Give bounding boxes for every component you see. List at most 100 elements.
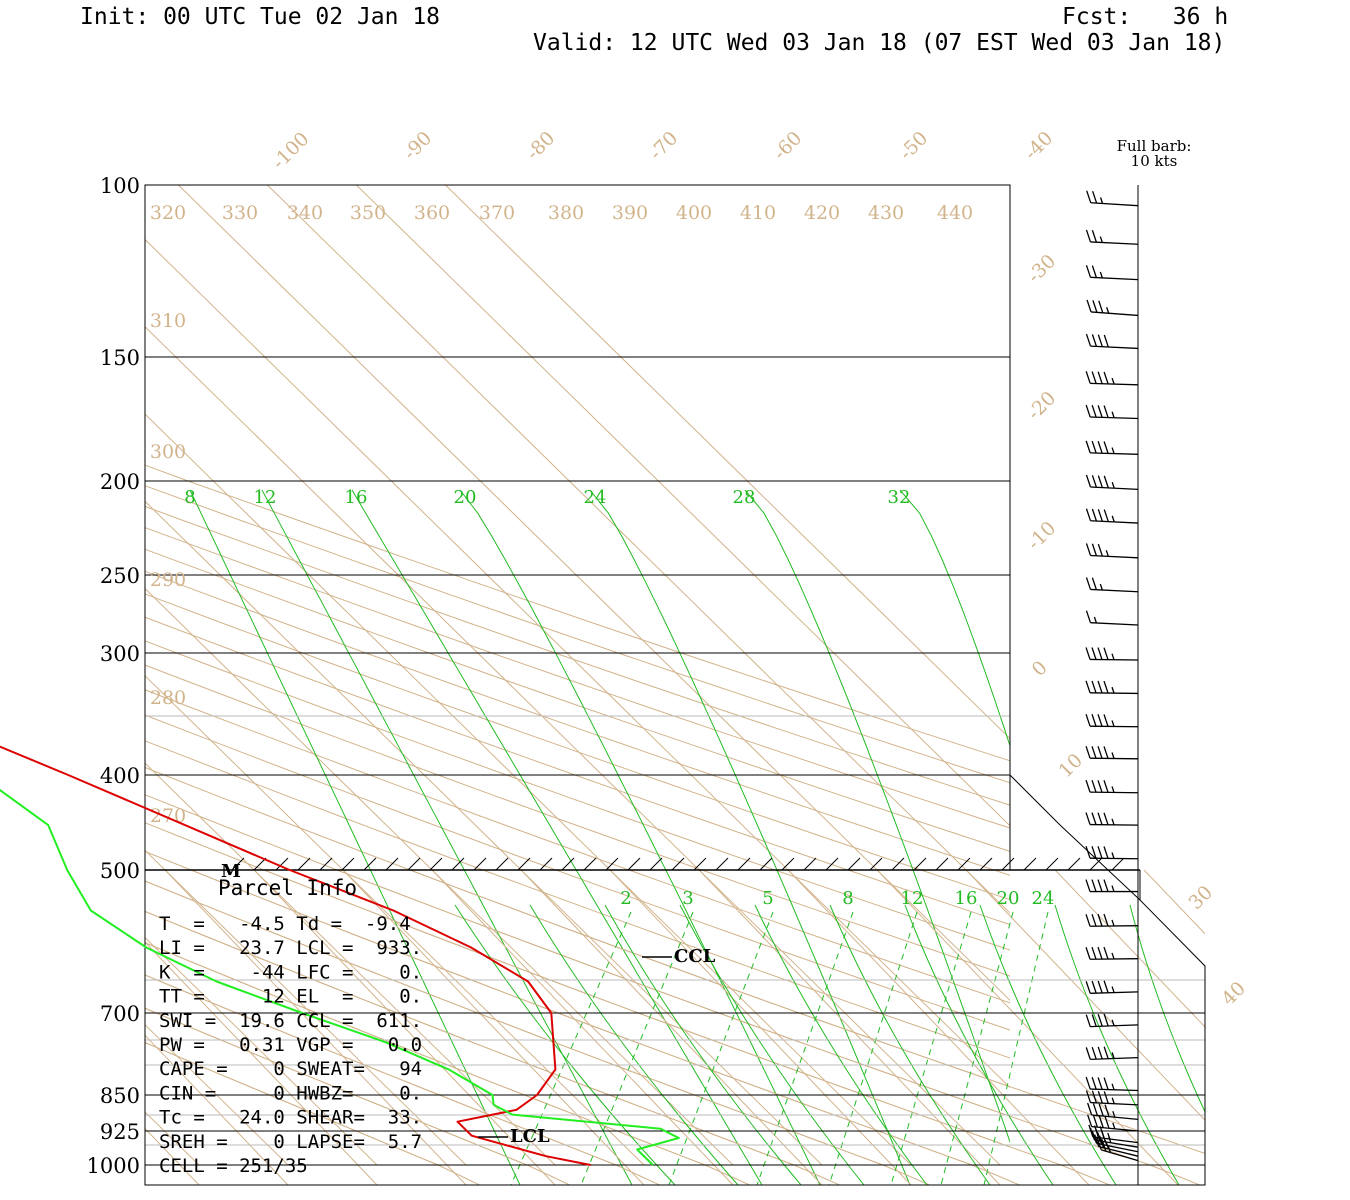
barb-flag — [1091, 980, 1097, 994]
theta-label: 290 — [150, 569, 186, 591]
hatch-mark — [979, 857, 993, 871]
dry-adiabat-line — [145, 689, 1010, 1004]
parcel-info-row: TT = 12 EL = 0. — [159, 986, 422, 1008]
wind-barb — [1085, 1013, 1139, 1028]
isotherm-label: 10 — [1054, 749, 1087, 782]
hatch-mark — [451, 857, 465, 871]
barb-flag — [1091, 647, 1097, 660]
barb-half-flag — [1111, 919, 1115, 927]
hatch-mark — [605, 857, 619, 871]
barb-flag — [1098, 1115, 1104, 1128]
barb-flag — [1085, 1090, 1092, 1103]
wind-barb — [1085, 812, 1139, 826]
dry-adiabat-line — [145, 740, 1010, 1059]
hatch-mark — [583, 857, 597, 871]
parcel-info-title: Parcel Info — [218, 876, 357, 900]
barb-shaft — [1091, 1126, 1139, 1132]
hatch-mark — [297, 857, 311, 871]
hatch-mark — [759, 857, 773, 871]
barb-flag — [1087, 1102, 1093, 1116]
theta-label: 370 — [479, 202, 515, 224]
parcel-info-row: PW = 0.31 VGP = 0.0 — [159, 1034, 422, 1056]
barb-shaft — [1090, 1101, 1139, 1106]
hatch-mark — [627, 857, 641, 871]
barb-flag — [1097, 780, 1103, 793]
mixing-ratio-label: 32 — [888, 487, 911, 508]
isotherm-line — [0, 870, 21, 1185]
barb-flag — [1101, 1138, 1107, 1152]
hatch-mark — [473, 857, 487, 871]
mixing-ratio-label: 16 — [345, 487, 368, 508]
pressure-label: 200 — [100, 470, 140, 494]
isotherm-label: -70 — [645, 127, 682, 164]
isotherm-line — [145, 238, 1010, 1089]
isotherm-line — [145, 936, 378, 1166]
barb-flag — [1103, 1013, 1109, 1027]
barb-flag — [1091, 508, 1098, 522]
hatch-mark — [715, 857, 729, 871]
pressure-label: 400 — [100, 764, 140, 788]
barb-flag — [1097, 334, 1103, 347]
wind-barb — [1085, 543, 1139, 559]
barb-flag — [1103, 334, 1109, 348]
moist-adiabat-line — [754, 904, 928, 1185]
mixing-ratio-label: 20 — [997, 888, 1020, 909]
hatch-mark — [1111, 857, 1125, 871]
dry-adiabat-line — [145, 616, 1010, 926]
mixing-ratio-label: 3 — [682, 888, 693, 909]
mixing-ratio-line — [756, 911, 854, 1185]
wind-barb — [1085, 371, 1139, 386]
isotherm-line — [145, 849, 467, 1166]
isotherm-line — [356, 185, 1010, 827]
isotherm-line — [145, 1034, 289, 1185]
isotherm-line — [445, 185, 1010, 740]
barb-flag — [1085, 229, 1092, 243]
lcl-label: LCL — [510, 1126, 550, 1147]
barb-flag — [1097, 441, 1103, 454]
barb-shaft — [1090, 345, 1139, 350]
barb-flag — [1097, 1132, 1103, 1145]
barb-half-flag — [1111, 786, 1115, 793]
wind-barb — [1085, 1076, 1139, 1092]
wind-barb — [1085, 1090, 1139, 1106]
hatch-mark — [1001, 857, 1015, 871]
isotherm-label: -60 — [769, 127, 806, 164]
dry-adiabat-line — [145, 910, 840, 1185]
barb-flag — [1097, 1046, 1103, 1060]
parcel-info-row: K = -44 LFC = 0. — [159, 961, 422, 983]
barb-flag — [1085, 812, 1091, 825]
barb-flag — [1091, 334, 1098, 347]
barb-flag — [1085, 440, 1091, 454]
mixing-ratio-label: 2 — [620, 888, 631, 909]
barb-shaft — [1101, 1149, 1139, 1162]
isotherm-line — [787, 870, 1090, 1185]
hatch-mark — [319, 857, 333, 871]
pressure-label: 925 — [100, 1120, 140, 1144]
pressure-label: 850 — [100, 1084, 140, 1108]
barb-flag — [1085, 474, 1092, 488]
mixing-ratio-label: 16 — [955, 888, 978, 909]
wind-barb — [1085, 229, 1139, 245]
theta-label: 280 — [150, 687, 186, 709]
barb-flag — [1097, 405, 1103, 418]
isotherm-line — [145, 1127, 200, 1185]
barb-flag — [1097, 1077, 1103, 1090]
mixing-ratio-label: 20 — [454, 487, 477, 508]
hatch-mark — [913, 857, 927, 871]
barb-half-flag — [1106, 307, 1110, 314]
barb-half-flag — [1111, 653, 1115, 660]
theta-label: 400 — [676, 202, 712, 224]
barb-flag — [1103, 475, 1109, 489]
isotherm-label: -40 — [1020, 127, 1057, 164]
barb-shaft — [1090, 622, 1139, 626]
mixing-ratio-line — [983, 911, 1049, 1185]
hatch-mark — [231, 857, 245, 871]
dry-adiabat-line — [336, 870, 1200, 1185]
upper-frame — [144, 184, 1011, 871]
frame-diagonal — [1059, 824, 1141, 901]
isotherm-line — [145, 941, 378, 1185]
wind-barb — [1085, 879, 1138, 893]
moist-adiabat-line — [529, 904, 739, 1185]
barb-flag — [1085, 1014, 1091, 1027]
